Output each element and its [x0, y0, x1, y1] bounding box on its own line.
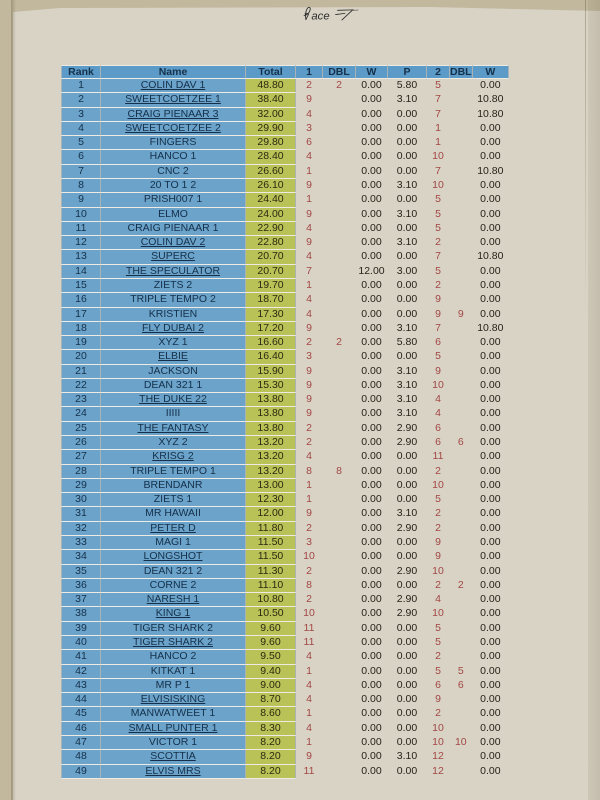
svg-text:ace: ace [311, 11, 329, 23]
